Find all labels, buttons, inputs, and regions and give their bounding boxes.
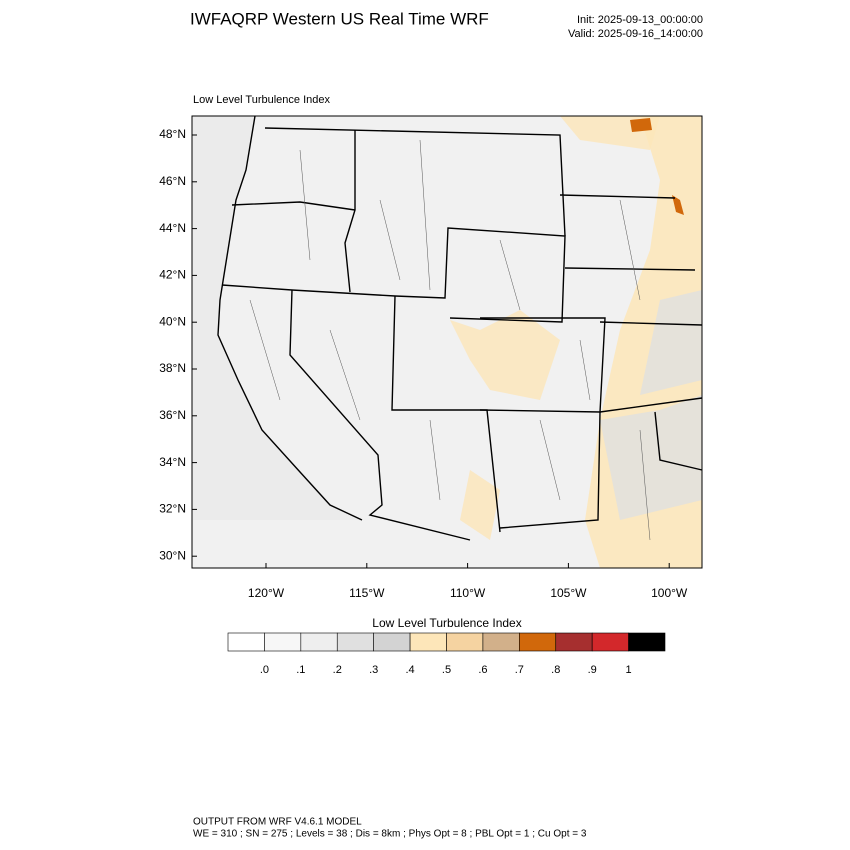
lat-label: 34°N: [159, 455, 186, 469]
lon-label: 105°W: [550, 586, 587, 600]
footer-line: WE = 310 ; SN = 275 ; Levels = 38 ; Dis …: [193, 829, 587, 840]
lat-label: 30°N: [159, 548, 186, 562]
colorbar-box: [555, 632, 593, 652]
colorbar-label: .7: [515, 664, 524, 676]
footer-line: OUTPUT FROM WRF V4.6.1 MODEL: [193, 817, 362, 828]
colorbar-label: .0: [260, 664, 269, 676]
colorbar-box: [591, 632, 629, 652]
colorbar-label: .6: [478, 664, 487, 676]
colorbar-box: [264, 632, 302, 652]
map: [191, 115, 703, 569]
colorbar-label: .2: [333, 664, 342, 676]
lon-label: 120°W: [248, 586, 285, 600]
colorbar-label: .8: [551, 664, 560, 676]
map-title: Low Level Turbulence Index: [193, 94, 330, 106]
init-time: Init: 2025-09-13_00:00:00: [577, 14, 703, 26]
lat-label: 46°N: [159, 174, 186, 188]
lon-label: 110°W: [450, 586, 486, 600]
colorbar-label: .3: [369, 664, 378, 676]
colorbar-label: .5: [442, 664, 451, 676]
lat-label: 40°N: [159, 314, 186, 328]
lat-label: 48°N: [159, 127, 186, 141]
colorbar-title: Low Level Turbulence Index: [372, 616, 521, 630]
colorbar-label: .4: [405, 664, 414, 676]
colorbar-label: .1: [296, 664, 305, 676]
lat-label: 32°N: [159, 502, 186, 516]
colorbar-box: [519, 632, 557, 652]
colorbar-box: [482, 632, 520, 652]
colorbar-box: [227, 632, 265, 652]
colorbar-box: [373, 632, 411, 652]
valid-time: Valid: 2025-09-16_14:00:00: [568, 28, 703, 40]
colorbar-label: 1: [626, 664, 632, 676]
title: IWFAQRP Western US Real Time WRF: [190, 9, 489, 28]
colorbar-box: [336, 632, 374, 652]
colorbar-box: [446, 632, 484, 652]
lon-label: 115°W: [349, 586, 385, 600]
lat-label: 42°N: [159, 268, 186, 282]
lat-label: 36°N: [159, 408, 186, 422]
colorbar-box: [409, 632, 447, 652]
lon-label: 100°W: [651, 586, 688, 600]
lat-label: 38°N: [159, 361, 186, 375]
lat-label: 44°N: [159, 221, 186, 235]
colorbar-box: [300, 632, 338, 652]
colorbar-label: .9: [588, 664, 597, 676]
colorbar-box: [628, 632, 666, 652]
